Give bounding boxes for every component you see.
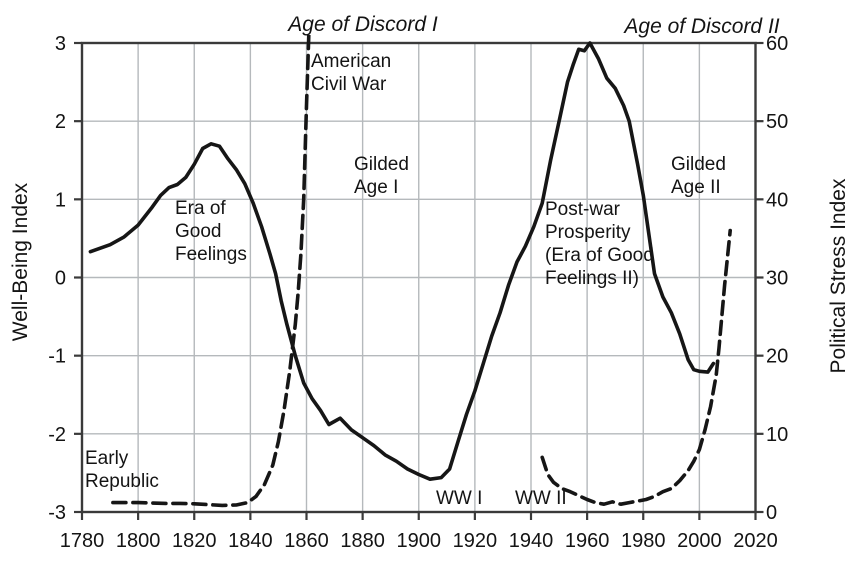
right-axis-tick-label: 0 (766, 502, 777, 524)
annotation-gilded-age-2: Gilded Age II (671, 154, 726, 198)
x-axis-tick-label: 1900 (397, 530, 442, 552)
x-axis-tick-label: 1920 (453, 530, 498, 552)
x-axis-tick-label: 1840 (228, 530, 273, 552)
left-axis-tick-label: 3 (55, 33, 66, 55)
left-axis-tick-label: -2 (48, 424, 66, 446)
era-title-age-of-discord-2: Age of Discord II (624, 15, 780, 38)
left-axis-tick-label: 0 (55, 268, 66, 290)
x-axis-tick-label: 2020 (733, 530, 778, 552)
left-axis-tick-label: -3 (48, 502, 66, 524)
x-axis-tick-label: 1800 (116, 530, 161, 552)
series-well-being-line (88, 41, 716, 481)
annotation-early-republic: Early Republic (85, 448, 159, 492)
annotation-era-of-good-feelings: Era of Good Feelings (175, 198, 247, 265)
right-axis-tick-label: 30 (766, 268, 788, 290)
right-axis-tick-label: 40 (766, 189, 788, 211)
x-axis-tick-label: 1880 (340, 530, 385, 552)
annotation-postwar-prosperity: Post-war Prosperity (Era of Good Feeling… (545, 199, 654, 289)
era-title-age-of-discord-1: Age of Discord I (288, 13, 438, 36)
right-axis-title: Political Stress Index (827, 178, 850, 374)
right-axis-tick-label: 20 (766, 346, 788, 368)
x-axis-tick-label: 1960 (565, 530, 610, 552)
left-axis-tick-label: -1 (48, 346, 66, 368)
x-axis-tick-label: 2000 (677, 530, 722, 552)
annotation-american-civil-war: American Civil War (311, 51, 392, 95)
right-axis-tick-label: 60 (766, 33, 788, 55)
annotation-ww2: WW II (515, 488, 567, 509)
right-axis-tick-label: 50 (766, 111, 788, 133)
x-axis-tick-label: 1780 (60, 530, 105, 552)
x-axis-tick-label: 1820 (172, 530, 217, 552)
x-axis-tick-label: 1940 (509, 530, 554, 552)
x-axis-tick-label: 1980 (621, 530, 666, 552)
annotation-ww1: WW I (436, 488, 483, 509)
left-axis-tick-label: 2 (55, 111, 66, 133)
left-axis-title: Well-Being Index (9, 182, 32, 342)
right-axis-tick-label: 10 (766, 424, 788, 446)
series-political-stress-line (540, 228, 732, 506)
annotation-gilded-age-1: Gilded Age I (354, 154, 409, 198)
series-political-stress-line (111, 35, 311, 508)
x-axis-tick-label: 1860 (284, 530, 329, 552)
left-axis-tick-label: 1 (55, 189, 66, 211)
